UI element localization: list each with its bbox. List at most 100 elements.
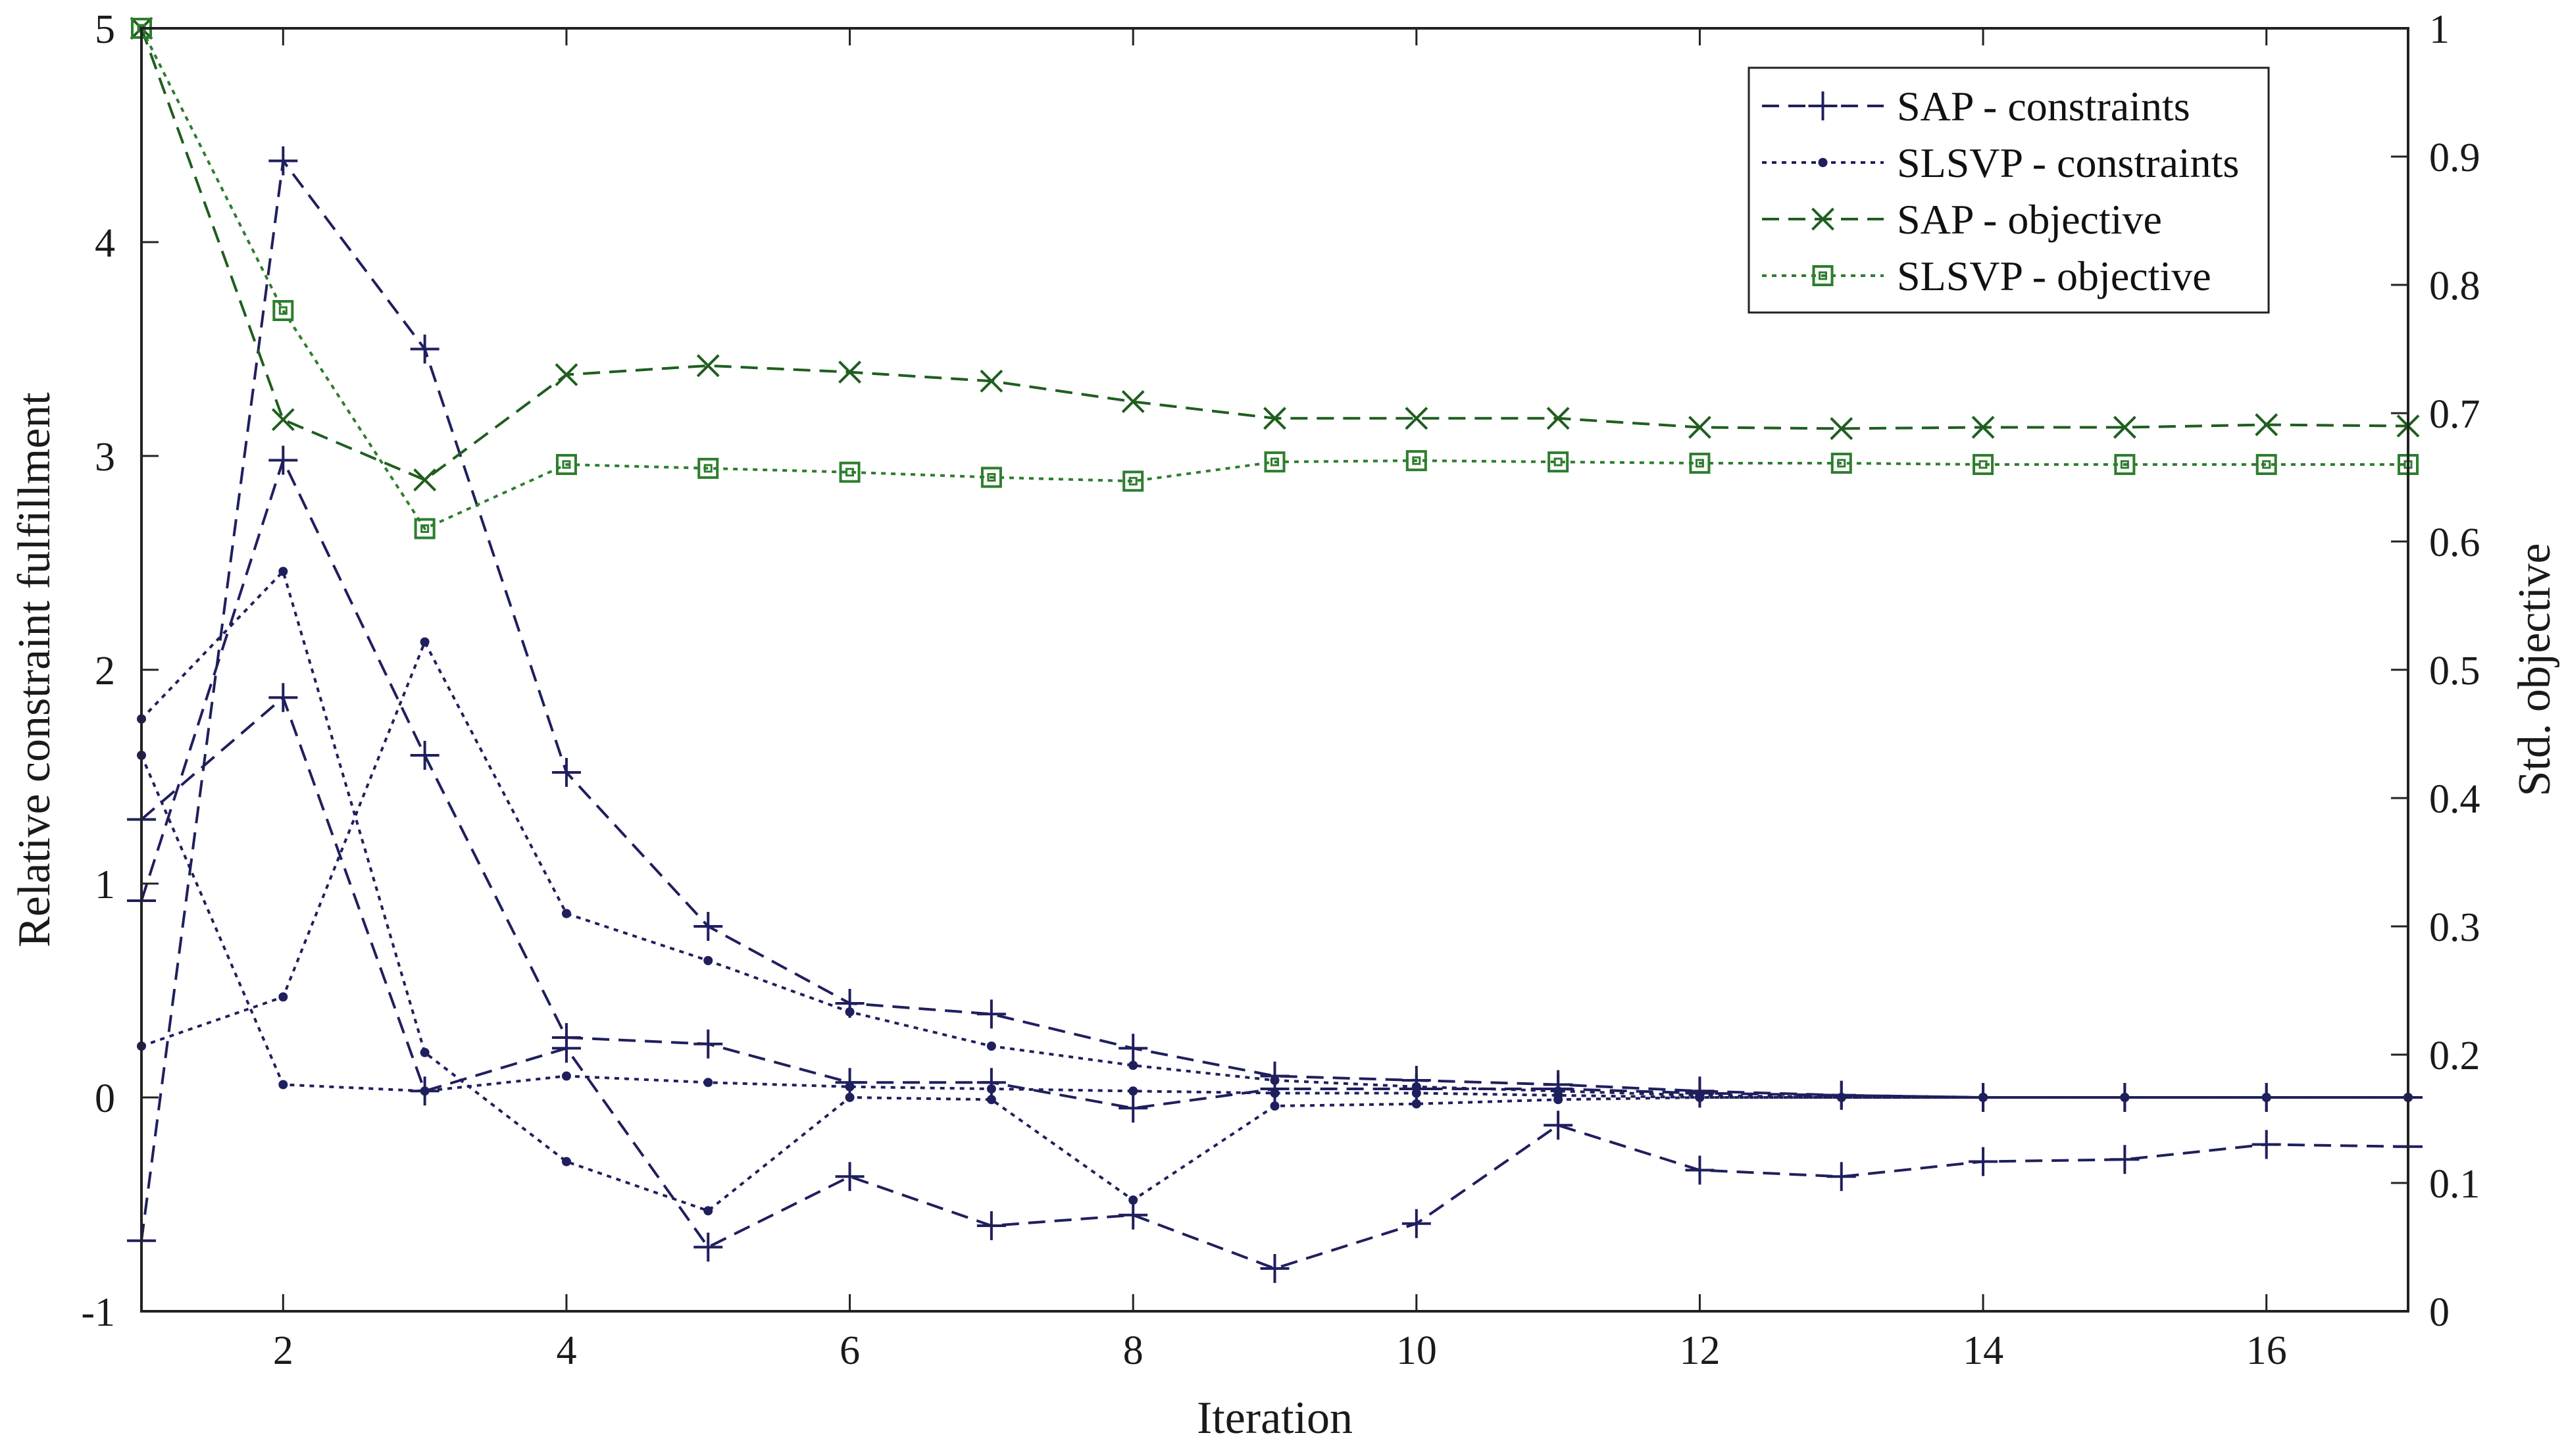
sap-constraints-point: [1685, 1155, 1715, 1185]
y-right-tick-label: 0.8: [2429, 264, 2480, 309]
slsvp-constraints-point: [1128, 1086, 1138, 1096]
slsvp-constraints-point: [420, 1086, 430, 1096]
x-tick-label: 6: [840, 1328, 860, 1373]
y-right-tick-label: 0.4: [2429, 777, 2480, 822]
slsvp-objective-point: [697, 457, 719, 479]
slsvp-constraints-series-6: [137, 637, 2413, 1102]
legend-label: SLSVP - objective: [1897, 253, 2211, 299]
sap-constraints-point: [551, 1034, 581, 1063]
slsvp-constraints-point: [278, 1080, 288, 1090]
legend: SAP - constraints SLSVP - constraints SAP …: [1748, 66, 2270, 314]
slsvp-constraints-point: [703, 1206, 713, 1216]
slsvp-constraints-point: [561, 909, 571, 918]
slsvp-objective-point: [1264, 451, 1286, 473]
legend-marker: [1808, 91, 1838, 120]
sap-constraints-point: [1260, 1254, 1290, 1283]
sap-constraints-point: [268, 683, 298, 713]
slsvp-objective-point: [1689, 453, 1711, 474]
y-right-tick-label: 0.6: [2429, 520, 2480, 565]
y-right-tick-label: 0: [2429, 1290, 2450, 1335]
x-tick-label: 10: [1396, 1328, 1437, 1373]
sap-constraints-point: [693, 1232, 723, 1262]
sap-objective-point: [271, 408, 295, 432]
slsvp-constraints-point: [1128, 1061, 1138, 1070]
y-left-tick-label: 5: [95, 7, 115, 52]
sap-constraints-point: [693, 1029, 723, 1059]
slsvp-objective-point: [1830, 453, 1852, 474]
x-axis-title: Iteration: [1197, 1393, 1353, 1443]
slsvp-constraints-point: [1128, 1195, 1138, 1205]
slsvp-constraints-point: [1836, 1093, 1846, 1102]
slsvp-objective-line: [140, 28, 2408, 531]
slsvp-constraints-point: [1553, 1095, 1563, 1105]
slsvp-objective-point: [839, 461, 861, 483]
legend-label: SAP - constraints: [1897, 83, 2190, 130]
sap-constraints-point: [268, 146, 298, 176]
sap-constraints-point: [976, 999, 1006, 1029]
legend-item-slsvp-objective: SLSVP - objective: [1762, 253, 2211, 299]
sap-constraints-point: [1401, 1209, 1431, 1238]
series-layer: [127, 16, 2423, 1283]
sap-constraints-point: [1544, 1111, 1573, 1140]
slsvp-constraints-point: [1411, 1082, 1421, 1092]
y-right-tick-label: 0.5: [2429, 649, 2480, 693]
legend-marker: [1818, 158, 1828, 167]
sap-constraints-point: [1119, 1034, 1148, 1063]
sap-constraints-point: [2252, 1130, 2281, 1159]
slsvp-constraints-point: [986, 1084, 996, 1093]
y-right-tick-label: 0.2: [2429, 1034, 2480, 1078]
y-left-tick-label: 3: [95, 435, 115, 480]
slsvp-constraints-point: [703, 1078, 713, 1088]
sap-objective-point: [838, 361, 861, 384]
y-axis-left-title: Relative constraint fulfillment: [9, 392, 60, 947]
sap-constraints-line: [140, 695, 2409, 1270]
sap-objective-point: [1263, 407, 1286, 430]
sap-objective-point: [1688, 416, 1711, 439]
slsvp-constraints-point: [845, 1093, 855, 1102]
slsvp-constraints-point: [1411, 1099, 1421, 1109]
slsvp-constraints-point: [1553, 1086, 1563, 1096]
slsvp-constraints-point: [1270, 1088, 1280, 1098]
x-tick-label: 16: [2246, 1328, 2287, 1373]
slsvp-constraints-point: [1978, 1093, 1988, 1102]
sap-constraints-point: [835, 1162, 865, 1192]
slsvp-constraints-line: [140, 755, 2408, 1099]
y-left-tick-label: 4: [95, 221, 115, 266]
sap-constraints-point: [551, 758, 581, 787]
legend-marker: [1812, 265, 1834, 286]
x-tick-label: 12: [1679, 1328, 1720, 1373]
sap-constraints-point: [1826, 1162, 1856, 1192]
y-right-tick-label: 0.7: [2429, 392, 2480, 437]
slsvp-objective-point: [414, 518, 436, 540]
slsvp-constraints-point: [420, 637, 430, 647]
sap-constraints-point: [410, 741, 440, 770]
legend-item-slsvp-constraints: SLSVP - constraints: [1762, 139, 2239, 186]
slsvp-objective-point: [1405, 450, 1427, 472]
slsvp-constraints-point: [1695, 1090, 1705, 1100]
sap-objective-series-7: [130, 16, 2420, 491]
sap-constraints-point: [1969, 1147, 1998, 1176]
y-right-tick-label: 0.1: [2429, 1162, 2480, 1207]
sap-constraints-point: [410, 334, 440, 364]
slsvp-constraints-point: [986, 1095, 996, 1105]
slsvp-objective-point: [2114, 454, 2136, 475]
sap-constraints-point: [1119, 1200, 1148, 1230]
legend-label: SAP - objective: [1897, 196, 2162, 243]
slsvp-objective-point: [272, 300, 294, 321]
x-tick-label: 8: [1123, 1328, 1144, 1373]
legend-item-sap-objective: SAP - objective: [1762, 196, 2162, 243]
legend-marker: [1811, 207, 1834, 231]
slsvp-constraints-point: [2120, 1093, 2130, 1102]
sap-objective-point: [1546, 407, 1570, 430]
slsvp-objective-point: [555, 454, 577, 475]
x-tick-label: 14: [1963, 1328, 2003, 1373]
slsvp-constraints-point: [561, 1157, 571, 1167]
sap-constraints-point: [2110, 1145, 2140, 1174]
sap-objective-point: [1971, 416, 1995, 439]
sap-objective-point: [2255, 413, 2278, 436]
sap-objective-point: [696, 354, 720, 378]
slsvp-objective-point: [1547, 451, 1569, 473]
y-right-tick-label: 0.3: [2429, 905, 2480, 950]
ticks-layer: 2 4 6 8 10 12 14 16-101234500.10.20.30.40.50.60…: [81, 7, 2480, 1373]
